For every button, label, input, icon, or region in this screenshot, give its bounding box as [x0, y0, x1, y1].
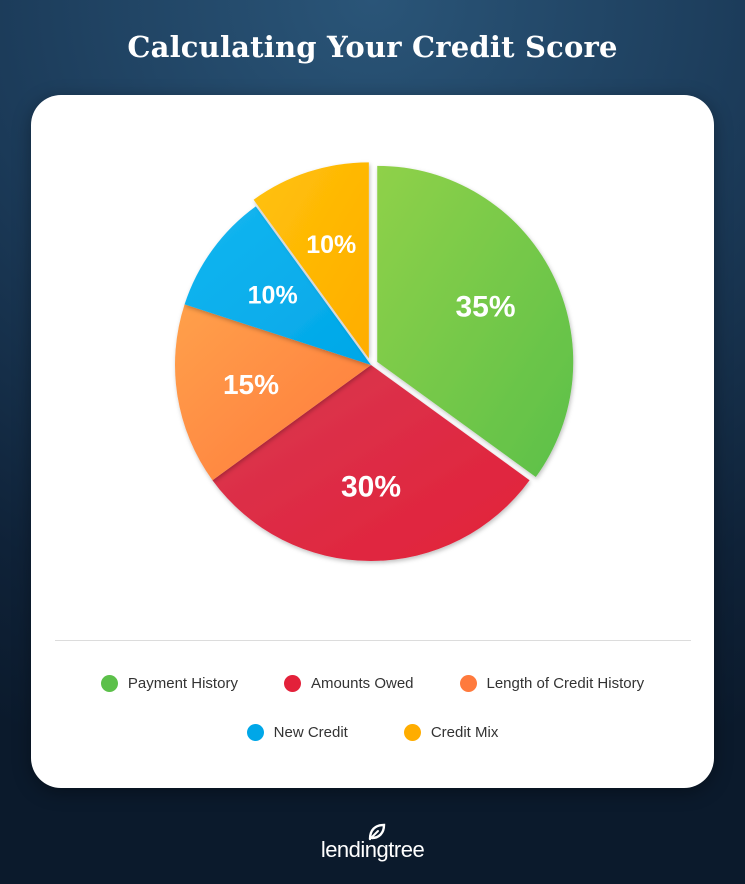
legend-label: Amounts Owed: [310, 675, 414, 692]
slice-label-credit-mix: 10%: [306, 231, 356, 259]
slice-label-length-of-credit-history: 15%: [223, 369, 279, 400]
legend-label: Credit Mix: [430, 724, 499, 741]
legend-item-length-of-credit-history: Length of Credit History: [459, 675, 645, 692]
pie-slice-credit-mix: [253, 162, 369, 359]
leaf-icon: [368, 823, 386, 841]
legend-divider: [55, 640, 691, 641]
legend-dot: [100, 675, 118, 692]
slice-label-amounts-owed: 30%: [341, 471, 401, 504]
pie-slice-payment-history: [377, 165, 574, 478]
legend-dot: [403, 724, 421, 741]
slice-label-new-credit: 10%: [248, 282, 298, 310]
legend-dot: [246, 724, 264, 741]
legend-row-2: New Credit Credit Mix: [31, 724, 714, 741]
chart-card: 35% 30% 15% 10% 10% Payment History Amounts …: [31, 95, 714, 788]
pie-slice-amounts-owed: [212, 365, 530, 561]
pie-slice-length-of-credit-history: [175, 304, 371, 481]
footer-logo: lendingtree: [0, 812, 745, 862]
legend-label: New Credit: [273, 724, 348, 741]
logo-text: lendingtree: [320, 837, 425, 862]
legend-dot: [459, 675, 477, 692]
legend-item-payment-history: Payment History: [100, 675, 238, 692]
legend-dot: [283, 675, 301, 692]
pie-slice-new-credit: [184, 206, 371, 365]
legend-row-1: Payment History Amounts Owed Length of C…: [31, 675, 714, 692]
legend-item-credit-mix: Credit Mix: [403, 724, 499, 741]
legend-label: Length of Credit History: [486, 675, 645, 692]
legend-item-new-credit: New Credit: [246, 724, 348, 741]
lendingtree-logo: lendingtree: [320, 823, 425, 862]
pie-chart: 35% 30% 15% 10% 10%: [175, 162, 574, 561]
legend-label: Payment History: [127, 675, 238, 692]
slice-label-payment-history: 35%: [455, 291, 515, 324]
legend-item-amounts-owed: Amounts Owed: [283, 675, 414, 692]
page-title: Calculating Your Credit Score: [127, 30, 618, 64]
